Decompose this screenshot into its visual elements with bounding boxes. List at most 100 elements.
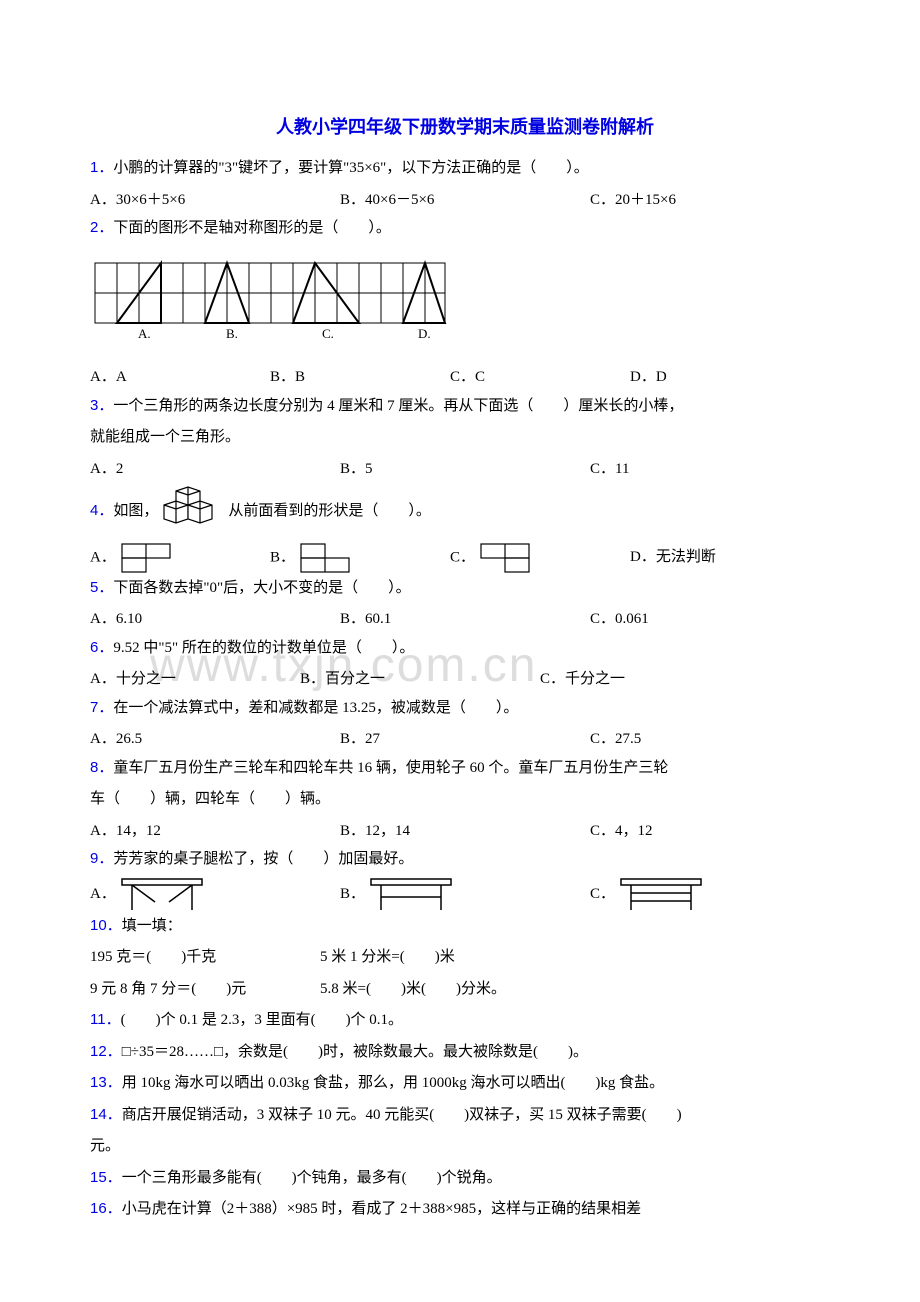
q6-text: 9.52 中"5" 所在的数位的计数单位是（ ）。 bbox=[113, 640, 414, 656]
q5-c: C．0.061 bbox=[590, 605, 770, 634]
q7-options: A．26.5 B．27 C．27.5 bbox=[90, 725, 840, 754]
q4-cube-icon bbox=[158, 483, 228, 539]
q13-text: 用 10kg 海水可以晒出 0.03kg 食盐，那么，用 1000kg 海水可以… bbox=[122, 1075, 665, 1091]
q7-text: 在一个减法算式中，差和减数都是 13.25，被减数是（ ）。 bbox=[113, 700, 518, 716]
svg-text:B.: B. bbox=[226, 326, 238, 341]
svg-text:C.: C. bbox=[322, 326, 334, 341]
q1-num: 1． bbox=[90, 159, 113, 176]
q6-c: C．千分之一 bbox=[540, 665, 720, 694]
q12-text: □÷35＝28……□，余数是( )时，被除数最大。最大被除数是( )。 bbox=[122, 1044, 588, 1060]
q7-c: C．27.5 bbox=[590, 725, 770, 754]
q2-b: B．B bbox=[270, 363, 450, 392]
table-a-icon bbox=[120, 877, 205, 912]
q8-text1: 童车厂五月份生产三轮车和四轮车共 16 辆，使用轮子 60 个。童车厂五月份生产… bbox=[113, 760, 668, 776]
q5-text: 下面各数去掉"0"后，大小不变的是（ ）。 bbox=[113, 580, 410, 596]
q12-num: 12． bbox=[90, 1043, 122, 1060]
q7-b: B．27 bbox=[340, 725, 590, 754]
q4-text2: 从前面看到的形状是（ ）。 bbox=[228, 497, 431, 526]
q2-a: A．A bbox=[90, 363, 270, 392]
q7: 7．在一个减法算式中，差和减数都是 13.25，被减数是（ ）。 bbox=[90, 694, 840, 723]
svg-text:D.: D. bbox=[418, 326, 431, 341]
q2-num: 2． bbox=[90, 219, 113, 236]
q2-c: C．C bbox=[450, 363, 630, 392]
q3: 3．一个三角形的两条边长度分别为 4 厘米和 7 厘米。再从下面选（ ）厘米长的… bbox=[90, 392, 840, 421]
q16-num: 16． bbox=[90, 1200, 122, 1217]
q8-options: A．14，12 B．12，14 C．4，12 bbox=[90, 817, 840, 846]
q12: 12．□÷35＝28……□，余数是( )时，被除数最大。最大被除数是( )。 bbox=[90, 1038, 840, 1067]
q11-num: 11． bbox=[90, 1011, 121, 1028]
q8: 8．童车厂五月份生产三轮车和四轮车共 16 辆，使用轮子 60 个。童车厂五月份… bbox=[90, 754, 840, 783]
q14-text1: 商店开展促销活动，3 双袜子 10 元。40 元能买( )双袜子，买 15 双袜… bbox=[122, 1107, 682, 1123]
q2: 2．下面的图形不是轴对称图形的是（ ）。 bbox=[90, 214, 840, 243]
q1: 1．小鹏的计算器的"3"键坏了，要计算"35×6"，以下方法正确的是（ ）。 bbox=[90, 154, 840, 183]
q10-num: 10． bbox=[90, 917, 122, 934]
q1-b: B．40×6－5×6 bbox=[340, 186, 590, 215]
q9-num: 9． bbox=[90, 850, 113, 867]
q14: 14．商店开展促销活动，3 双袜子 10 元。40 元能买( )双袜子，买 15… bbox=[90, 1101, 840, 1130]
q4-c: C． bbox=[450, 542, 630, 574]
q10-text: 填一填： bbox=[122, 918, 182, 934]
q1-text: 小鹏的计算器的"3"键坏了，要计算"35×6"，以下方法正确的是（ ）。 bbox=[113, 160, 588, 176]
q9-b: B． bbox=[340, 877, 590, 912]
q5-b: B．60.1 bbox=[340, 605, 590, 634]
q3-num: 3． bbox=[90, 397, 113, 414]
q6-options: A．十分之一 B．百分之一 C．千分之一 bbox=[90, 665, 840, 694]
q8-a: A．14，12 bbox=[90, 817, 340, 846]
svg-text:A.: A. bbox=[138, 326, 151, 341]
q4-options: A． B． C． D．无法判断 bbox=[90, 542, 840, 574]
q13: 13．用 10kg 海水可以晒出 0.03kg 食盐，那么，用 1000kg 海… bbox=[90, 1069, 840, 1098]
q14-num: 14． bbox=[90, 1106, 122, 1123]
q4-num: 4． bbox=[90, 497, 113, 526]
q4-b-icon bbox=[299, 542, 354, 574]
q3-options: A．2 B．5 C．11 bbox=[90, 455, 840, 484]
q8-b: B．12，14 bbox=[340, 817, 590, 846]
q5-num: 5． bbox=[90, 579, 113, 596]
q4: 4．如图， 从前面看到的形状是（ ）。 bbox=[90, 483, 840, 539]
q6-b: B．百分之一 bbox=[300, 665, 540, 694]
q8-num: 8． bbox=[90, 759, 113, 776]
q14-cont: 元。 bbox=[90, 1132, 840, 1161]
q6-a: A．十分之一 bbox=[90, 665, 300, 694]
q1-c: C．20＋15×6 bbox=[590, 186, 770, 215]
q16: 16．小马虎在计算（2＋388）×985 时，看成了 2＋388×985，这样与… bbox=[90, 1195, 840, 1224]
q3-a: A．2 bbox=[90, 455, 340, 484]
q4-text1: 如图， bbox=[113, 497, 158, 526]
q11-text: ( )个 0.1 是 2.3，3 里面有( )个 0.1。 bbox=[121, 1012, 403, 1028]
q11: 11．( )个 0.1 是 2.3，3 里面有( )个 0.1。 bbox=[90, 1006, 840, 1035]
page-title: 人教小学四年级下册数学期末质量监测卷附解析 bbox=[90, 110, 840, 144]
q7-a: A．26.5 bbox=[90, 725, 340, 754]
q9: 9．芳芳家的桌子腿松了，按（ ）加固最好。 bbox=[90, 845, 840, 874]
q8-cont: 车（ ）辆，四轮车（ ）辆。 bbox=[90, 785, 840, 814]
q5: 5．下面各数去掉"0"后，大小不变的是（ ）。 bbox=[90, 574, 840, 603]
q1-options: A．30×6＋5×6 B．40×6－5×6 C．20＋15×6 bbox=[90, 186, 840, 215]
q1-a: A．30×6＋5×6 bbox=[90, 186, 340, 215]
q5-a: A．6.10 bbox=[90, 605, 340, 634]
q4-d: D．无法判断 bbox=[630, 543, 810, 572]
table-c-icon bbox=[619, 877, 704, 912]
q7-num: 7． bbox=[90, 699, 113, 716]
q10: 10．填一填： bbox=[90, 912, 840, 941]
q15: 15．一个三角形最多能有( )个钝角，最多有( )个锐角。 bbox=[90, 1164, 840, 1193]
q2-figure: A. B. C. D. bbox=[90, 258, 840, 354]
q15-text: 一个三角形最多能有( )个钝角，最多有( )个锐角。 bbox=[122, 1170, 502, 1186]
q9-c: C． bbox=[590, 877, 770, 912]
q6-num: 6． bbox=[90, 639, 113, 656]
q3-b: B．5 bbox=[340, 455, 590, 484]
q4-b: B． bbox=[270, 542, 450, 574]
q8-c: C．4，12 bbox=[590, 817, 770, 846]
q2-d: D．D bbox=[630, 363, 810, 392]
q5-options: A．6.10 B．60.1 C．0.061 bbox=[90, 605, 840, 634]
q4-a-icon bbox=[120, 542, 175, 574]
q9-a: A． bbox=[90, 877, 340, 912]
q2-options: A．A B．B C．C D．D bbox=[90, 363, 840, 392]
q9-options: A． B． C． bbox=[90, 877, 840, 912]
q3-cont: 就能组成一个三角形。 bbox=[90, 423, 840, 452]
q4-a: A． bbox=[90, 542, 270, 574]
q10-l2: 9 元 8 角 7 分＝( )元5.8 米=( )米( )分米。 bbox=[90, 975, 840, 1004]
q10-l1: 195 克＝( )千克5 米 1 分米=( )米 bbox=[90, 943, 840, 972]
table-b-icon bbox=[369, 877, 454, 912]
q4-c-icon bbox=[479, 542, 534, 574]
q3-c: C．11 bbox=[590, 455, 770, 484]
q3-text1: 一个三角形的两条边长度分别为 4 厘米和 7 厘米。再从下面选（ ）厘米长的小棒… bbox=[113, 398, 683, 414]
q6: 6．9.52 中"5" 所在的数位的计数单位是（ ）。 bbox=[90, 634, 840, 663]
